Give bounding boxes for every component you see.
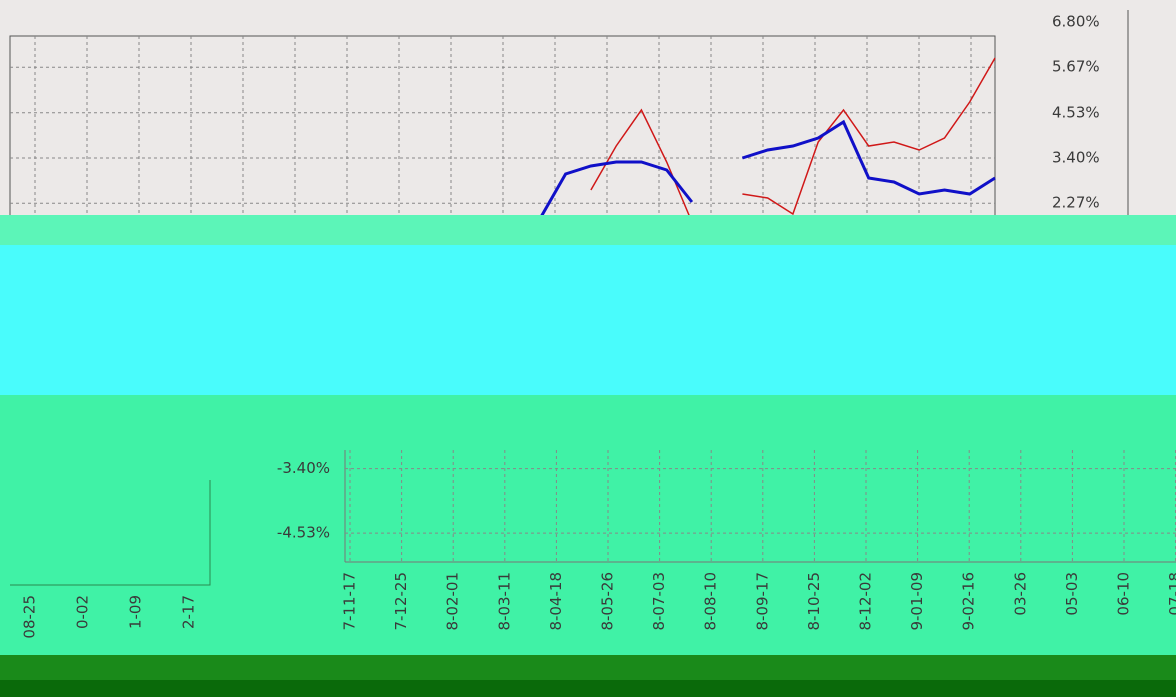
status-bar-bottom [0,680,1176,697]
y-tick-label: 2.27% [1052,194,1100,212]
x-tick-label: 2-17 [180,595,198,629]
y-tick-label: 4.53% [1052,103,1100,121]
x-tick-label: 8-07-03 [650,572,668,631]
x-tick-label: 7-12-25 [392,572,410,631]
x-tick-label: 9-01-09 [908,572,926,631]
x-tick-label: 0-02 [74,595,92,629]
x-tick-label: 1-09 [127,595,145,629]
x-tick-label: 7-11-17 [341,572,359,631]
x-tick-label: 8-05-26 [599,572,617,631]
y-tick-label: 5.67% [1052,58,1100,76]
page: {"chart_data": [ {"type": "line", "serie… [0,0,1176,697]
x-tick-label: 07-18 [1166,572,1176,616]
y-tick-label: -3.40% [277,459,330,477]
x-tick-label: 8-09-17 [753,572,771,631]
x-tick-label: 9-02-16 [960,572,978,631]
x-tick-label: 8-12-02 [857,572,875,631]
x-tick-label: 06-10 [1115,572,1133,616]
y-tick-label: 3.40% [1052,149,1100,167]
x-tick-label: 03-26 [1011,572,1029,616]
x-tick-label: 8-10-25 [805,572,823,631]
x-tick-label: 8-04-18 [547,572,565,631]
status-bar [0,655,1176,680]
y-tick-label: 6.80% [1052,13,1100,31]
x-tick-label: 8-02-01 [444,572,462,631]
x-tick-label: 8-08-10 [702,572,720,631]
glitch-strip [0,215,1176,245]
screen: 6.80% 5.67% 4.53% 3.40% 2.27% -3.40% -4.53% 7-… [0,0,1176,697]
lower-panel [0,395,1176,655]
x-tick-label: 8-03-11 [495,572,513,631]
glitch-band [0,245,1176,395]
x-tick-label: 05-03 [1063,572,1081,616]
y-tick-label: -4.53% [277,524,330,542]
x-tick-label: 08-25 [21,595,39,639]
